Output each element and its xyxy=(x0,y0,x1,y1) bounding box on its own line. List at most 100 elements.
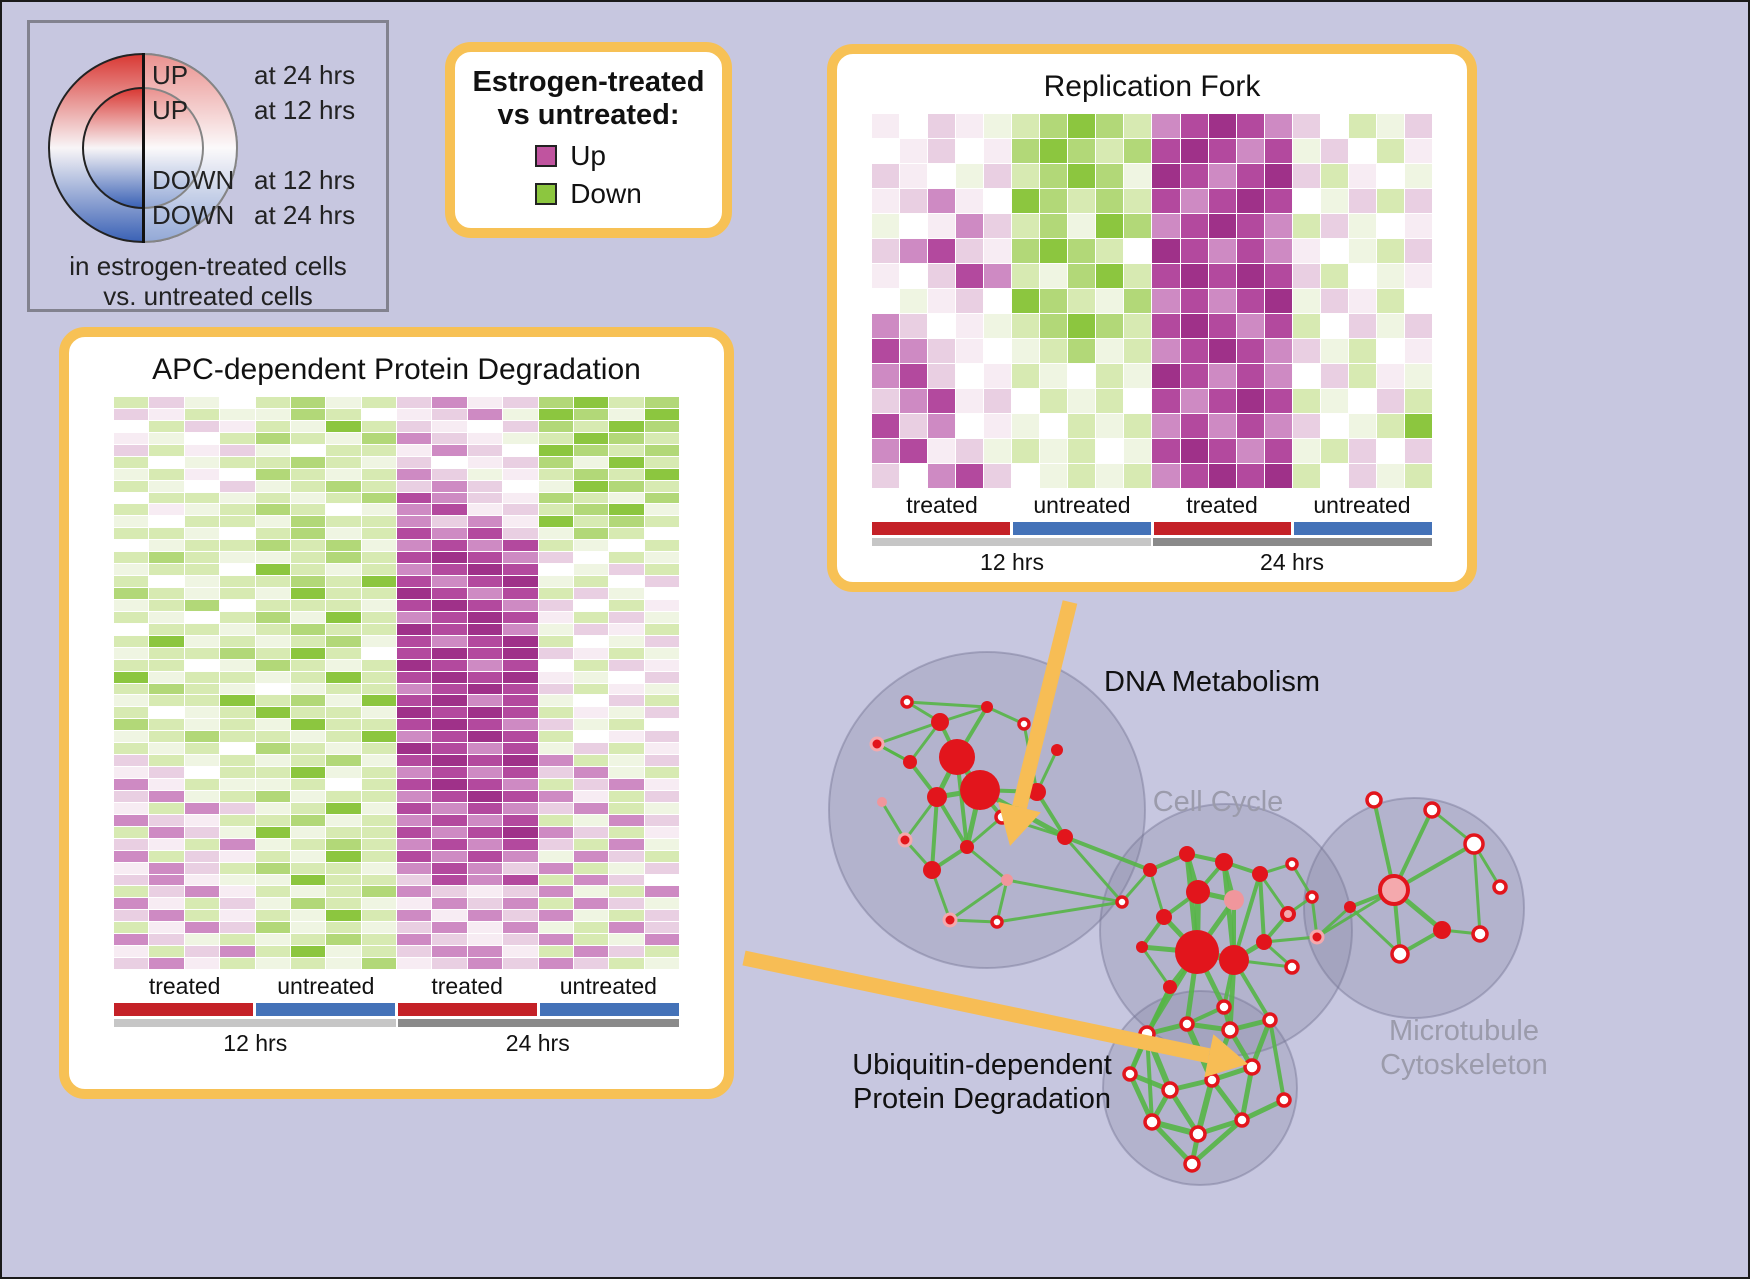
heatmap-cell xyxy=(184,767,220,778)
heatmap-cell xyxy=(114,850,149,862)
heatmap-cell xyxy=(872,414,900,438)
heatmap-cell xyxy=(114,588,149,599)
heatmap-cell xyxy=(900,214,928,238)
heatmap-cell xyxy=(503,420,538,432)
network-node xyxy=(1122,1066,1138,1082)
heatmap-cell xyxy=(1208,139,1236,163)
heatmap-cell xyxy=(255,719,290,731)
heatmap-cell xyxy=(149,910,184,922)
network-node xyxy=(1216,999,1232,1015)
heatmap-cell xyxy=(326,862,361,874)
heatmap-cell xyxy=(467,779,503,790)
heatmap-cell xyxy=(609,444,644,456)
heatmap-cell xyxy=(609,874,644,886)
heatmap-cell xyxy=(149,719,184,731)
heatmap-cell xyxy=(1236,239,1264,263)
network-node xyxy=(897,832,913,848)
heatmap-cell xyxy=(326,552,361,564)
heatmap-cell xyxy=(1208,389,1236,413)
network-edge xyxy=(1209,1077,1245,1123)
heatmap-cell xyxy=(503,599,538,611)
network-node xyxy=(1156,909,1172,925)
heatmap-cell xyxy=(644,934,679,946)
network-node xyxy=(1285,857,1299,871)
heatmap-cell xyxy=(220,468,255,480)
heatmap-cell xyxy=(503,707,538,719)
heatmap-cell xyxy=(184,420,220,432)
heatmap-cell xyxy=(538,599,573,611)
heatmap-cell xyxy=(361,958,396,969)
heatmap-cell xyxy=(1376,114,1404,138)
heatmap-cell xyxy=(326,492,361,504)
heatmap-cell xyxy=(397,576,432,587)
heatmap-cell xyxy=(114,779,149,790)
group-label: untreated xyxy=(1313,491,1411,518)
heatmap-cell xyxy=(361,838,396,850)
heatmap-cell xyxy=(984,264,1012,288)
heatmap-cell xyxy=(928,364,956,388)
heatmap-cell xyxy=(1012,239,1040,263)
heatmap-cell xyxy=(1404,239,1432,263)
heatmap-cell xyxy=(361,588,396,599)
heatmap-cell xyxy=(1404,364,1432,388)
treatment-bar xyxy=(1012,522,1151,535)
heatmap-cell xyxy=(397,898,432,910)
heatmap-cell xyxy=(1124,439,1152,463)
heatmap-cell xyxy=(538,516,573,528)
cluster-label: Microtubule Cytoskeleton xyxy=(1380,1015,1548,1081)
heatmap-cell xyxy=(149,432,184,444)
heatmap-cell xyxy=(609,790,644,802)
heatmap-cell xyxy=(503,958,538,969)
heatmap-cell xyxy=(432,611,467,623)
heatmap-cell xyxy=(1012,364,1040,388)
heatmap-cell xyxy=(326,647,361,659)
network-node xyxy=(1175,930,1219,974)
heatmap-cell xyxy=(573,516,609,528)
heatmap-cell xyxy=(432,480,467,492)
heatmap-cell xyxy=(397,528,432,540)
heatmap-cell xyxy=(1320,114,1348,138)
heatmap-cell xyxy=(1208,339,1236,363)
network-edge xyxy=(1221,859,1237,963)
heatmap-cell xyxy=(467,611,503,623)
heatmap-cell xyxy=(1208,114,1236,138)
heatmap-cell xyxy=(538,671,573,683)
heatmap-cell xyxy=(1068,389,1096,413)
heatmap-cell xyxy=(255,683,290,695)
heatmap-cell xyxy=(432,564,467,576)
heatmap-cell xyxy=(397,480,432,492)
heatmap-cell xyxy=(290,826,326,838)
heatmap-cell xyxy=(928,389,956,413)
heatmap-cell xyxy=(1040,189,1068,213)
heatmap-cell xyxy=(644,755,679,767)
heatmap-cell xyxy=(255,408,290,420)
network-node xyxy=(877,797,887,807)
heatmap-cell xyxy=(1292,389,1320,413)
heatmap-cell xyxy=(1404,289,1432,313)
network-edge xyxy=(1239,1064,1255,1123)
heatmap-cell xyxy=(184,576,220,587)
heatmap-cell xyxy=(184,540,220,552)
up-12-time: at 12 hrs xyxy=(254,95,356,125)
heatmap-cell xyxy=(1040,139,1068,163)
network-node xyxy=(1163,980,1177,994)
heatmap-cell xyxy=(290,695,326,707)
heatmap-cell xyxy=(184,695,220,707)
heatmap-cell xyxy=(956,239,984,263)
estrogen-title-line1: Estrogen-treated xyxy=(472,66,705,98)
heatmap-cell xyxy=(1180,464,1208,488)
heatmap-cell xyxy=(326,408,361,420)
heatmap-cell xyxy=(149,838,184,850)
heatmap-cell xyxy=(255,838,290,850)
heatmap-cell xyxy=(1348,339,1376,363)
heatmap-cell xyxy=(326,397,361,408)
heatmap-cell xyxy=(1152,314,1180,338)
heatmap-cell xyxy=(1124,339,1152,363)
heatmap-cell xyxy=(255,480,290,492)
heatmap-cell xyxy=(644,635,679,647)
heatmap-cell xyxy=(984,239,1012,263)
heatmap-cell xyxy=(1180,289,1208,313)
heatmap-cell xyxy=(397,611,432,623)
heatmap-cell xyxy=(397,683,432,695)
heatmap-cell xyxy=(290,743,326,755)
